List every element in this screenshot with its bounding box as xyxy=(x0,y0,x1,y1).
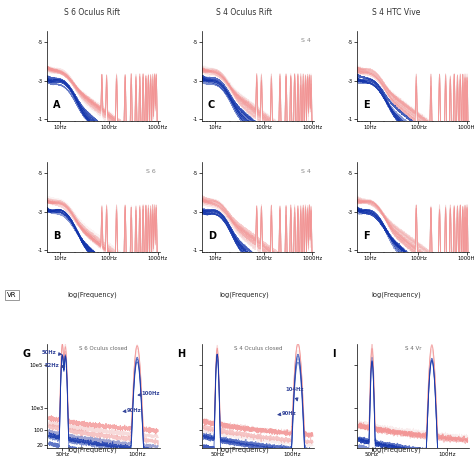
Text: A: A xyxy=(53,100,61,110)
Text: E: E xyxy=(363,100,369,110)
Text: D: D xyxy=(208,231,216,241)
Text: 104Hz: 104Hz xyxy=(286,387,304,401)
Text: S 6 Oculus Rift: S 6 Oculus Rift xyxy=(64,8,120,17)
Text: log(Frequency): log(Frequency) xyxy=(371,292,420,298)
Text: B: B xyxy=(53,231,60,241)
Text: log(Frequency): log(Frequency) xyxy=(371,447,420,453)
Text: 50Hz: 50Hz xyxy=(42,350,62,356)
Text: S 6: S 6 xyxy=(146,169,156,174)
Text: 90Hz: 90Hz xyxy=(123,408,141,413)
Text: log(Frequency): log(Frequency) xyxy=(219,292,269,298)
Text: log(Frequency): log(Frequency) xyxy=(68,447,117,453)
Text: 100Hz: 100Hz xyxy=(138,391,160,396)
Text: F: F xyxy=(363,231,369,241)
Text: 90Hz: 90Hz xyxy=(278,411,296,416)
Text: H: H xyxy=(178,349,186,359)
Text: S 4: S 4 xyxy=(301,38,311,43)
Text: S 4 Vr: S 4 Vr xyxy=(405,346,421,351)
Text: S 4: S 4 xyxy=(301,169,311,174)
Text: G: G xyxy=(23,349,31,359)
Text: S 4 Oculus Rift: S 4 Oculus Rift xyxy=(216,8,272,17)
Text: C: C xyxy=(208,100,215,110)
Text: 52Hz: 52Hz xyxy=(45,363,65,368)
Text: log(Frequency): log(Frequency) xyxy=(68,292,117,298)
Text: S 4 Oculus closed: S 4 Oculus closed xyxy=(234,346,283,351)
Text: log(Frequency): log(Frequency) xyxy=(219,447,269,453)
Text: S 4 HTC Vive: S 4 HTC Vive xyxy=(372,8,420,17)
Text: I: I xyxy=(332,349,336,359)
Text: VR: VR xyxy=(7,292,17,298)
Text: S 6 Oculus closed: S 6 Oculus closed xyxy=(79,346,128,351)
